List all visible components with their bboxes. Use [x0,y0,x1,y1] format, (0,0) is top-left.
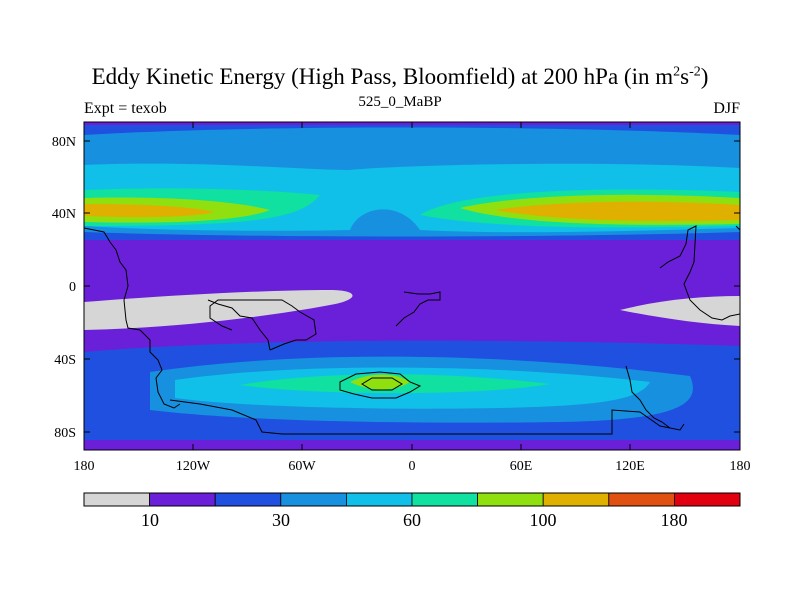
x-tick-label: 120W [176,459,211,474]
season-label: DJF [713,100,740,117]
x-tick-label: 0 [409,459,416,474]
chart-title: Eddy Kinetic Energy (High Pass, Bloomfie… [91,64,709,89]
coast-island-south [339,371,422,399]
coast-asia-south [625,365,671,429]
coast-antarctica [169,399,685,435]
x-tick-label: 120E [615,459,645,474]
nh-band-orange-west [84,204,215,218]
coast-africa [395,291,441,327]
x-axis: 180 120W 60W 0 60E 120E 180 [74,122,751,474]
x-tick-label: 180 [74,459,95,474]
coast-east-edge [735,225,740,231]
tropics-gray-east [620,296,740,326]
colorbar-box [674,492,741,507]
y-tick-label: 0 [69,280,76,295]
coast-pacific-west [659,225,740,321]
x-tick-label: 60W [288,459,316,474]
y-tick-label: 40S [54,353,76,368]
coast-south-america-west [207,299,271,351]
coast-south-america-east [209,299,317,351]
colorbar-box [608,492,675,507]
contour-map [84,122,740,450]
colorbar-box [542,492,610,507]
colorbar-box [214,492,282,507]
colorbar-box [345,492,413,507]
colorbar-box [411,492,478,507]
colorbar-label: 100 [530,510,557,530]
nh-band-orange-east [495,201,740,221]
coastline [84,225,740,435]
coast-americas-north [84,227,181,409]
colorbar: 10 30 60 100 180 [83,492,741,530]
y-tick-label: 80S [54,426,76,441]
x-tick-label: 60E [510,459,533,474]
colorbar-box [280,492,347,507]
colorbar-label: 10 [141,510,159,530]
y-tick-label: 80N [52,135,76,150]
experiment-label: Expt = texob [84,100,167,117]
run-label: 525_0_MaBP [358,94,442,110]
colorbar-label: 180 [661,510,688,530]
y-axis: 80N 40N 0 40S 80S [52,135,740,441]
colorbar-box [83,492,150,507]
y-tick-label: 40N [52,207,76,222]
tropics-gray-west [84,290,353,330]
colorbar-frame [83,492,741,507]
colorbar-box [149,492,216,507]
coast-island-inner [361,377,403,391]
colorbar-label: 60 [403,510,421,530]
colorbar-label: 30 [272,510,290,530]
colorbar-box [477,492,544,507]
x-tick-label: 180 [730,459,751,474]
